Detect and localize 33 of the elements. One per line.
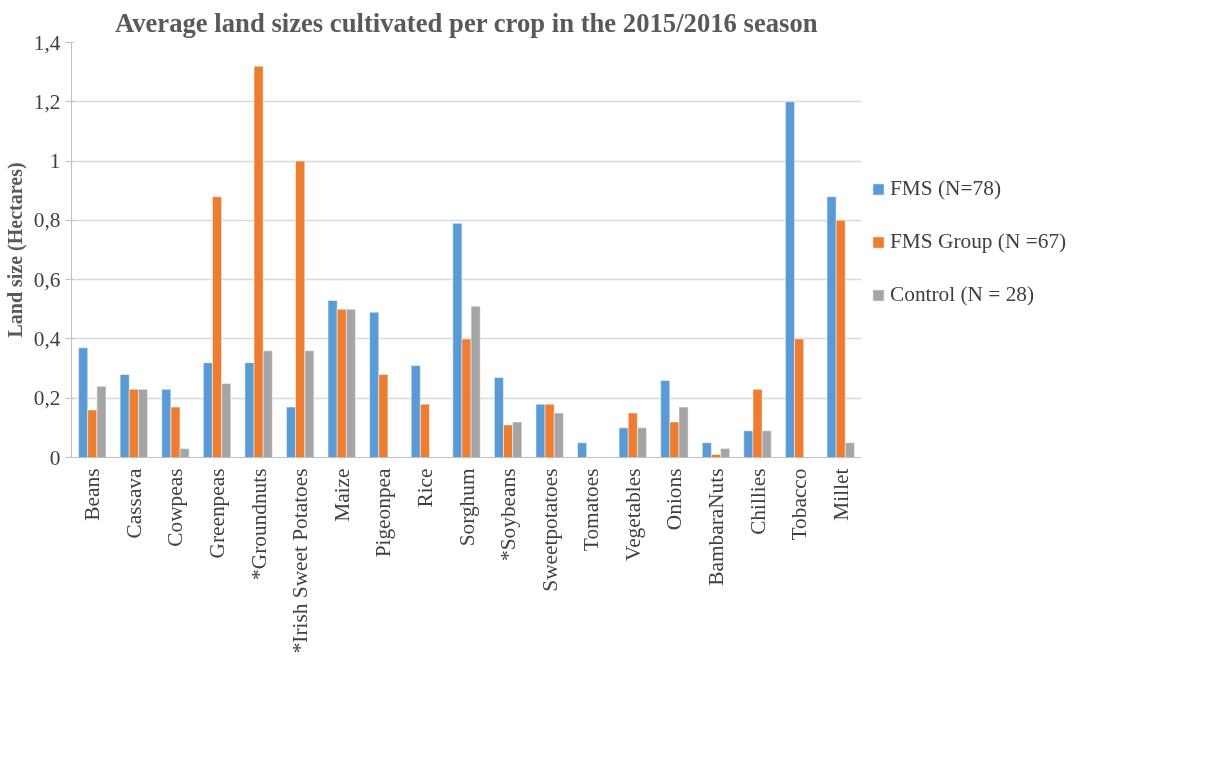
x-tick-label: *Soybeans bbox=[496, 468, 521, 561]
x-tick-label: Chillies bbox=[745, 468, 770, 535]
y-tick-label: 0 bbox=[49, 445, 61, 470]
y-axis-title: Land size (Hectares) bbox=[3, 162, 27, 338]
bar bbox=[577, 442, 587, 458]
y-tick-label: 1,4 bbox=[33, 30, 61, 55]
y-tick-label: 0,4 bbox=[33, 326, 61, 351]
y-tick-label: 0,2 bbox=[33, 386, 61, 411]
x-tick-label: Rice bbox=[412, 468, 437, 508]
x-tick-label: Sorghum bbox=[454, 468, 479, 547]
y-tick-label: 1 bbox=[49, 149, 61, 174]
x-tick-label: Cassava bbox=[121, 467, 146, 539]
x-tick-label: *Groundnuts bbox=[246, 468, 271, 580]
x-tick-label: Cowpeas bbox=[163, 468, 188, 547]
x-tick-label: *Irish Sweet Potatoes bbox=[288, 468, 313, 654]
x-tick-label: Onions bbox=[662, 468, 687, 531]
x-tick-label: Sweetpotatoes bbox=[537, 468, 562, 592]
legend-label: FMS Group (N =67) bbox=[890, 229, 1067, 254]
x-tick-label: Beans bbox=[80, 468, 105, 521]
y-tick-label: 1,2 bbox=[33, 89, 61, 114]
x-tick-label: Tobacco bbox=[787, 468, 812, 541]
x-tick-label: Greenpeas bbox=[205, 468, 230, 559]
y-tick-label: 0,8 bbox=[33, 208, 61, 233]
x-tick-label: Pigeonpea bbox=[371, 467, 396, 558]
x-tick-label: BambaraNuts bbox=[703, 468, 728, 586]
chart-title: Average land sizes cultivated per crop in the 2015/2016 season bbox=[114, 7, 818, 38]
x-tick-label: Maize bbox=[329, 468, 354, 522]
x-tick-label: Vegetables bbox=[620, 468, 645, 561]
x-tick-label: Millet bbox=[828, 468, 853, 521]
x-tick-label: Tomatoes bbox=[579, 468, 604, 552]
legend-label: Control (N = 28) bbox=[890, 282, 1035, 307]
legend-label: FMS (N=78) bbox=[890, 176, 1001, 201]
y-tick-label: 0,6 bbox=[33, 267, 61, 292]
